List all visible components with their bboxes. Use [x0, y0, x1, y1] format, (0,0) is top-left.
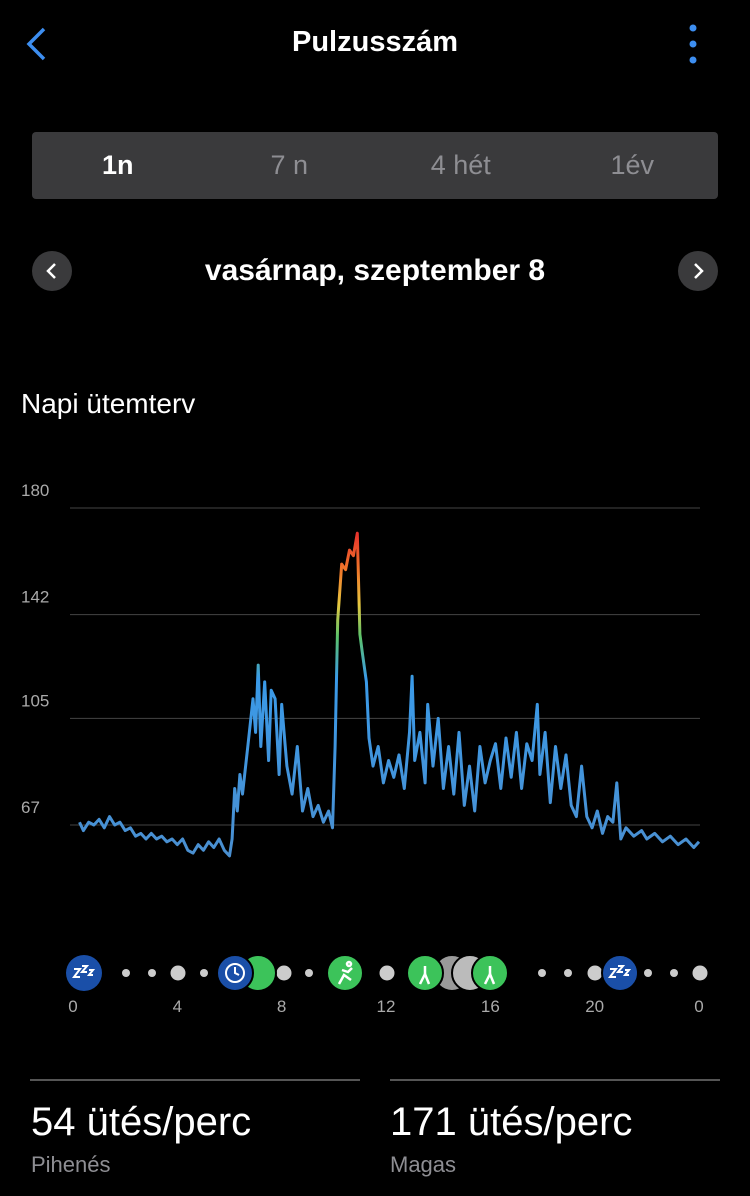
tab[interactable]: 1n: [101, 150, 134, 180]
stat-value: 54 ütés/perc: [31, 1100, 252, 1144]
y-tick-label: 142: [21, 588, 49, 607]
x-tick-label: 0: [694, 997, 703, 1016]
prev-day[interactable]: [32, 251, 72, 291]
next-day[interactable]: [678, 251, 718, 291]
x-tick-label: 8: [277, 997, 286, 1016]
chart: 67 105 142 180 0 4 8 12 16 20 0: [21, 481, 708, 1016]
title: Pulzusszám: [292, 26, 458, 58]
tab[interactable]: 4 hét: [430, 150, 491, 180]
x-tick-label: 20: [585, 997, 604, 1016]
tab[interactable]: 1év: [610, 150, 655, 180]
y-tick-label: 67: [21, 798, 40, 817]
section-title: Napi ütemterv: [21, 388, 196, 419]
menu-button[interactable]: [686, 22, 700, 66]
y-tick-label: 105: [21, 691, 49, 710]
stat-value: 171 ütés/perc: [390, 1100, 633, 1144]
x-tick-label: 16: [481, 997, 500, 1016]
x-tick-label: 4: [173, 997, 182, 1016]
back-button[interactable]: [24, 26, 48, 62]
stat-label: Magas: [390, 1152, 457, 1177]
tab-bar: 1n 7 n 4 hét 1év: [32, 132, 718, 199]
stat-label: Pihenés: [31, 1152, 111, 1177]
y-tick-label: 180: [21, 481, 49, 500]
divider: [390, 1079, 720, 1081]
heart-rate-line: [78, 531, 701, 858]
divider: [30, 1079, 360, 1081]
tab[interactable]: 7 n: [270, 150, 309, 180]
x-tick-label: 12: [377, 997, 396, 1016]
x-tick-label: 0: [68, 997, 77, 1016]
activity-row: [66, 954, 708, 992]
date: vasárnap, szeptember 8: [204, 254, 546, 287]
